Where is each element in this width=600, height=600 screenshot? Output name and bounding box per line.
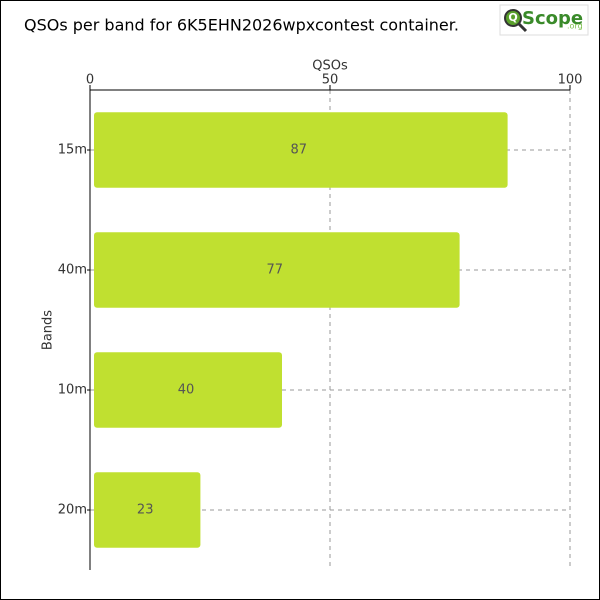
bar: [94, 352, 282, 428]
y-tick-label: 20m: [58, 503, 87, 518]
x-tick-label: 0: [86, 73, 94, 88]
value-label: 40: [178, 383, 195, 398]
y-tick-label: 40m: [58, 263, 87, 278]
chart-title: QSOs per band for 6K5EHN2026wpxcontest c…: [24, 16, 459, 35]
bar: [94, 112, 508, 188]
y-axis-label: Bands: [41, 310, 56, 350]
bar: [94, 472, 201, 548]
x-tick-label: 100: [558, 73, 583, 88]
logo-name: Scope: [522, 8, 583, 29]
x-tick-label: 50: [322, 73, 339, 88]
y-tick-label: 15m: [58, 143, 87, 158]
value-label: 87: [291, 143, 308, 158]
value-label: 23: [137, 503, 154, 518]
logo-lens: [504, 9, 522, 27]
logo: Q Scope .org: [499, 4, 589, 36]
x-axis-label: QSOs: [312, 59, 348, 74]
value-label: 77: [267, 263, 284, 278]
bar: [94, 232, 460, 308]
y-tick-label: 10m: [58, 383, 87, 398]
logo-mark: Q: [508, 11, 517, 24]
logo-suffix: .org: [567, 22, 583, 31]
logo-handle: [517, 22, 528, 33]
